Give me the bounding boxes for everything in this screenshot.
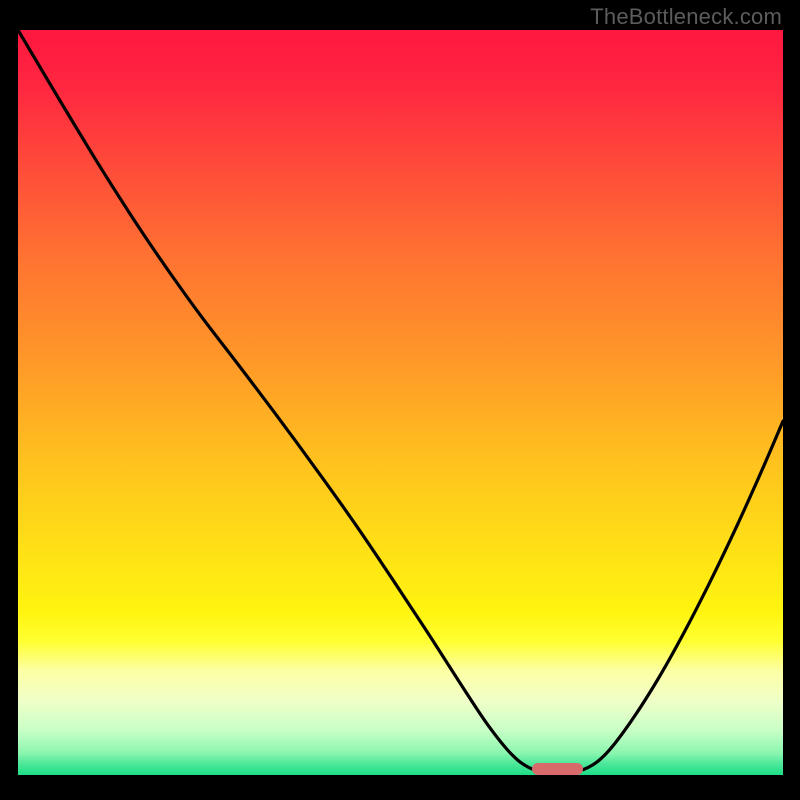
chart-svg	[18, 30, 783, 775]
watermark-text: TheBottleneck.com	[590, 4, 782, 30]
chart-plot-area	[18, 30, 783, 775]
optimal-marker	[532, 763, 583, 776]
